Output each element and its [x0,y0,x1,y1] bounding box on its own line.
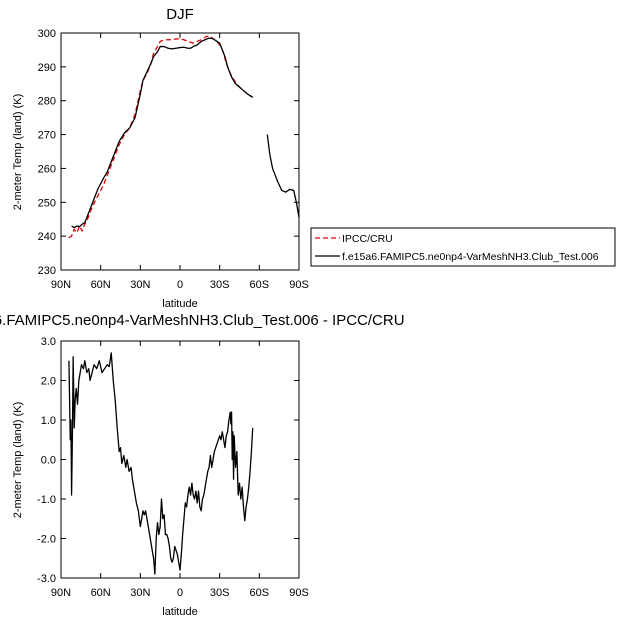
bottom-y-tick-label: 1.0 [41,415,56,427]
legend-box [310,227,616,267]
top-y-tick-label: 300 [38,28,56,40]
bottom-axis-ticks: 90N 60N 30N 0 30S 60S 90S -3.0 -2.0 -1.0 0.0 1.0 2.0… [37,336,309,599]
top-y-tick-label: 270 [38,130,56,142]
bottom-x-tick-label: 90N [51,587,71,599]
bottom-x-tick-label: 60S [250,587,270,599]
top-axis-ticks: 90N 60N 30N 0 30S 60S 90S 230 240 250 260 270 280 290… [38,28,309,291]
top-y-tick-label: 230 [38,265,56,277]
bottom-y-tick-label: 0.0 [41,455,56,467]
bottom-series-group [68,352,254,575]
bottom-x-tick-label: 60N [91,587,111,599]
bottom-y-tick-label: -3.0 [37,573,56,585]
top-x-tick-label: 60N [91,279,111,291]
top-y-tick-label: 280 [38,96,56,108]
top-series-group [68,35,300,239]
bottom-x-tick-label: 0 [177,587,183,599]
legend-label-ipcc: IPCC/CRU [342,233,393,245]
top-y-tick-label: 260 [38,163,56,175]
top-y-tick-label: 290 [38,62,56,74]
top-series-line-ipcc-cru [68,35,254,239]
bottom-x-tick-label: 30N [130,587,150,599]
top-y-tick-label: 250 [38,197,56,209]
top-x-axis-label: latitude [162,298,197,310]
bottom-panel: a6.FAMIPC5.ne0np4-VarMeshNH3.Club_Test.0… [0,312,405,618]
top-x-tick-label: 90N [51,279,71,291]
top-x-tick-label: 0 [177,279,183,291]
top-series-line-model [266,134,300,218]
bottom-y-axis-label: 2-meter Temp (land) (K) [12,402,24,519]
top-chart-title: DJF [166,6,194,23]
top-series-line-model [71,37,254,229]
top-x-tick-label: 30S [210,279,230,291]
bottom-series-line-model [68,352,254,575]
top-panel: DJF 90N 60N 30N 0 30S 60S 90S 230 240 250 260 270 28… [12,6,309,310]
bottom-y-tick-label: -2.0 [37,534,56,546]
legend-label-model: f.e15a6.FAMIPC5.ne0np4-VarMeshNH3.Club_T… [342,251,599,263]
top-x-tick-label: 30N [130,279,150,291]
bottom-y-tick-label: -1.0 [37,494,56,506]
bottom-chart-title: a6.FAMIPC5.ne0np4-VarMeshNH3.Club_Test.0… [0,312,405,329]
legend: IPCC/CRU f.e15a6.FAMIPC5.ne0np4-VarMeshN… [310,227,616,267]
bottom-x-axis-label: latitude [162,606,197,618]
top-y-tick-label: 240 [38,231,56,243]
top-x-tick-label: 90S [289,279,309,291]
bottom-plot-frame [60,340,300,579]
top-y-axis-label: 2-meter Temp (land) (K) [12,94,24,211]
top-x-tick-label: 60S [250,279,270,291]
top-plot-frame [60,32,300,271]
bottom-y-tick-label: 2.0 [41,376,56,388]
bottom-x-tick-label: 30S [210,587,230,599]
bottom-y-tick-label: 3.0 [41,336,56,348]
bottom-x-tick-label: 90S [289,587,309,599]
